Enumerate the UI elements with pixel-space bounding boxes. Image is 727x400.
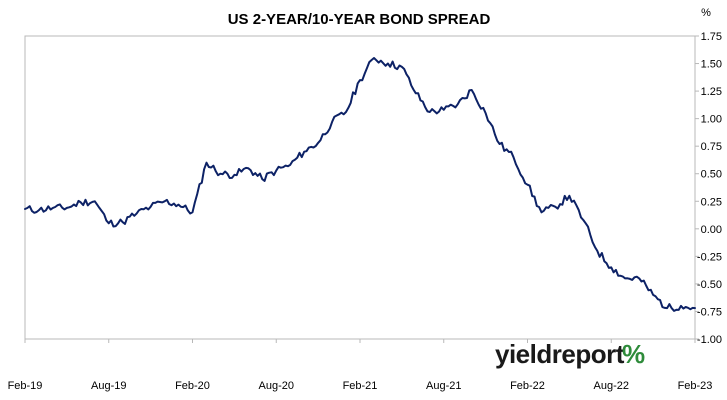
x-tick-label: Aug-20 xyxy=(259,380,294,392)
x-tick-label: Feb-23 xyxy=(678,380,713,392)
x-tick-label: Aug-22 xyxy=(594,380,629,392)
y-tick-label: -0.50 xyxy=(697,279,722,291)
series-line xyxy=(24,57,696,312)
x-tick-label: Aug-19 xyxy=(91,380,126,392)
x-tick-label: Feb-22 xyxy=(510,380,545,392)
x-tick-label: Feb-20 xyxy=(175,380,210,392)
y-tick-label: -0.75 xyxy=(697,306,722,318)
y-tick-label: 0.00 xyxy=(701,224,722,236)
y-tick-label: -1.00 xyxy=(697,334,722,346)
logo-percent: % xyxy=(622,339,645,369)
y-tick-label: 0.25 xyxy=(701,196,722,208)
y-axis: 1.75 1.50 1.25 1.00 0.75 0.50 0.25 0.00 -0.25 -0.… xyxy=(695,31,722,346)
y-tick-label: 0.50 xyxy=(701,169,722,181)
logo-word: yieldreport xyxy=(495,339,625,369)
x-tick-label: Feb-19 xyxy=(8,380,43,392)
y-tick-label: 1.00 xyxy=(701,114,722,126)
y-tick-label: 0.75 xyxy=(701,141,722,153)
y-tick-label: 1.25 xyxy=(701,86,722,98)
chart-title: US 2-YEAR/10-YEAR BOND SPREAD xyxy=(228,11,491,28)
x-tick-label: Feb-21 xyxy=(343,380,378,392)
x-axis: Feb-19 Aug-19 Feb-20 Aug-20 Feb-21 Aug-21 Feb-… xyxy=(8,339,713,392)
y-tick-label: -0.25 xyxy=(697,251,722,263)
y-tick-label: 1.50 xyxy=(701,59,722,71)
y-tick-label: 1.75 xyxy=(701,31,722,43)
yieldreport-logo: yieldreport % xyxy=(495,339,646,369)
x-tick-label: Aug-21 xyxy=(426,380,461,392)
y-axis-unit-label: % xyxy=(701,7,711,19)
